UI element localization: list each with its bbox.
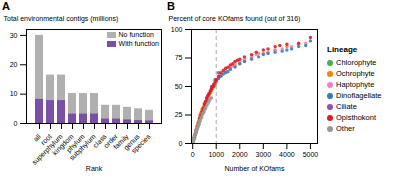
html-text:Other: Other: [336, 124, 355, 133]
html-text:Ochrophyte: Ochrophyte: [336, 69, 375, 78]
html-text:Lineage: Lineage: [327, 45, 358, 54]
svg-text:family: family: [111, 132, 130, 151]
svg-text:order: order: [102, 132, 119, 150]
svg-text:75: 75: [175, 54, 183, 61]
svg-text:20: 20: [10, 61, 18, 68]
svg-text:10: 10: [10, 90, 18, 97]
html-text:Ciliate: Ciliate: [336, 102, 357, 111]
svg-text:genus: genus: [122, 132, 141, 152]
html-text:Dinoflagellate: Dinoflagellate: [336, 91, 382, 100]
svg-text:subphylum: subphylum: [68, 133, 98, 163]
svg-text:1000: 1000: [208, 151, 224, 158]
svg-text:Number of KOfams: Number of KOfams: [225, 165, 285, 172]
svg-text:2000: 2000: [232, 151, 248, 158]
html-text:With function: With function: [118, 40, 159, 47]
svg-text:Percent of core KOfams found (: Percent of core KOfams found (out of 316…: [169, 15, 301, 23]
svg-text:4000: 4000: [279, 151, 295, 158]
svg-text:100: 100: [171, 26, 183, 33]
svg-text:all: all: [31, 132, 42, 143]
svg-text:3000: 3000: [256, 151, 272, 158]
svg-text:50: 50: [175, 83, 183, 90]
svg-text:class: class: [91, 132, 108, 149]
svg-text:30: 30: [10, 32, 18, 39]
svg-text:0: 0: [179, 140, 183, 147]
html-text:B: B: [167, 0, 175, 12]
svg-text:5000: 5000: [303, 151, 319, 158]
html-text:Opisthokont: Opisthokont: [336, 113, 376, 122]
html-text:No function: No function: [118, 31, 154, 38]
svg-text:0: 0: [191, 151, 195, 158]
svg-text:root: root: [39, 132, 53, 147]
html-text:A: A: [2, 0, 10, 12]
svg-text:kingdom: kingdom: [51, 132, 75, 157]
svg-text:25: 25: [175, 111, 183, 118]
svg-text:Total environmental contigs (m: Total environmental contigs (millions): [4, 15, 119, 23]
svg-text:Rank: Rank: [86, 165, 103, 172]
svg-text:species: species: [130, 132, 153, 155]
svg-text:superphylum: superphylum: [30, 132, 64, 166]
html-text:Chlorophyte: Chlorophyte: [336, 58, 377, 67]
svg-text:0: 0: [14, 120, 18, 127]
html-text:Haptophyte: Haptophyte: [336, 80, 375, 89]
